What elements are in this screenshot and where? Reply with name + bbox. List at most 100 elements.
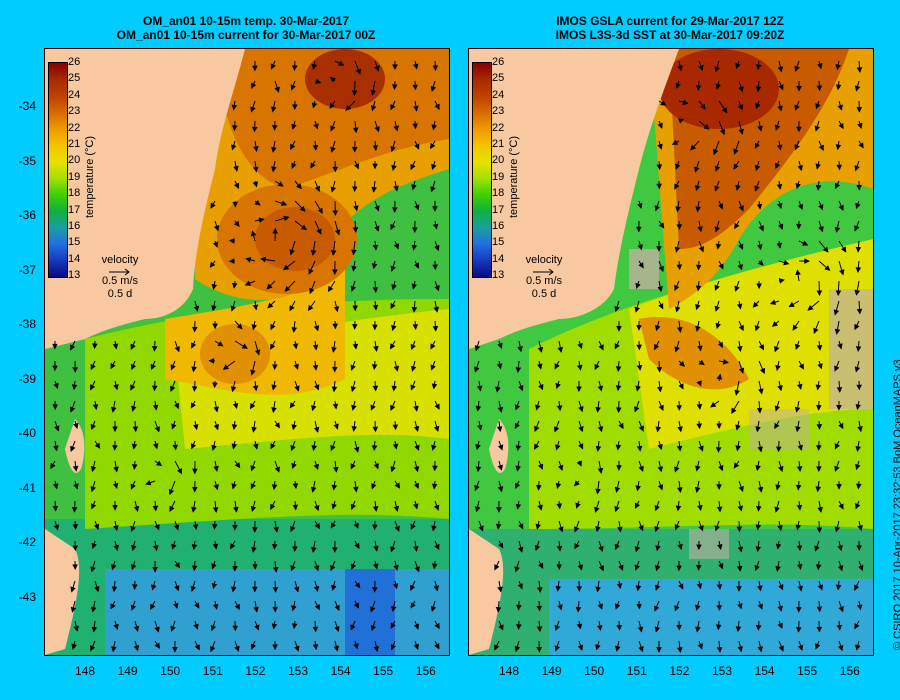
current-vector-head [636, 603, 642, 610]
current-vector-head [656, 246, 662, 252]
current-vector-head [817, 63, 823, 70]
current-vector-head [271, 484, 278, 491]
current-vector-head [154, 524, 160, 531]
current-vector-head [576, 586, 582, 592]
current-vector-head [432, 465, 438, 472]
current-vector-head [838, 204, 844, 212]
current-vector-head [494, 564, 500, 571]
current-vector-head [716, 373, 723, 380]
current-vector-head [716, 646, 723, 653]
current-vector-head [434, 622, 440, 630]
colorbar-tick-label: 14 [492, 252, 505, 265]
right-panel-title: IMOS GSLA current for 29-Mar-2017 12Z IM… [468, 14, 872, 42]
current-vector-head [794, 104, 800, 111]
current-vector-head [737, 346, 743, 353]
current-vector-head [432, 325, 439, 332]
current-vector-head [110, 603, 116, 610]
right-velocity-legend: velocity 0.5 m/s 0.5 d [514, 254, 574, 301]
current-vector-head [93, 523, 100, 531]
current-vector-head [815, 163, 821, 170]
current-vector-head [70, 606, 77, 613]
current-vector-head [597, 426, 604, 433]
current-vector-head [678, 118, 685, 124]
current-vector-head [273, 526, 279, 533]
current-vector-head [411, 283, 418, 290]
longitude-tick-label: 156 [839, 664, 860, 678]
current-vector-head [615, 366, 622, 373]
current-vector-head [413, 466, 420, 473]
colorbar-tick-label: 21 [492, 138, 505, 150]
colorbar-tick-label: 13 [492, 269, 505, 282]
current-vector-head [193, 623, 199, 630]
current-vector-head [72, 545, 79, 552]
current-vector-head [654, 626, 661, 633]
current-vector-head [252, 527, 258, 533]
current-vector-head [596, 625, 603, 632]
current-vector-head [573, 480, 580, 487]
colorbar-tick-label: 25 [492, 72, 505, 85]
current-vector-head [211, 444, 217, 451]
current-vector-head [858, 142, 864, 149]
current-vector-head [734, 285, 740, 292]
velocity-scale-arrow-icon [514, 267, 574, 276]
current-vector-head [217, 341, 224, 347]
current-vector-head [272, 587, 279, 593]
current-vector-head [300, 224, 307, 231]
colorbar-tick-label: 13 [68, 269, 81, 282]
current-vector-head [280, 200, 288, 206]
current-vector-head [434, 244, 440, 252]
current-vector-head [577, 342, 583, 350]
current-vector-head [758, 388, 764, 395]
current-vector-head [558, 526, 564, 533]
current-vector-head [494, 644, 500, 651]
current-vector-head [695, 285, 702, 292]
colorbar-tick-label: 22 [68, 121, 81, 134]
current-vector-head [232, 201, 238, 208]
current-vector-head [211, 283, 218, 290]
current-vector-head [410, 343, 416, 351]
current-vector-head [72, 564, 78, 571]
current-vector-head [294, 645, 300, 652]
longitude-tick-label: 148 [498, 664, 520, 678]
current-vector-head [332, 403, 339, 410]
current-vector-head [253, 606, 259, 613]
current-vector-head [52, 404, 58, 411]
current-vector-head [676, 224, 682, 230]
current-vector-head [313, 123, 319, 130]
current-vector-head [283, 215, 290, 222]
colorbar-tick-label: 23 [492, 105, 505, 118]
longitude-tick-label: 154 [754, 664, 775, 678]
current-vector-head [597, 385, 604, 392]
current-vector-head [213, 484, 219, 491]
current-vector-head [314, 185, 321, 192]
current-vector-head [131, 545, 137, 552]
current-vector-head [516, 604, 522, 611]
current-vector-head [714, 284, 720, 291]
current-vector-head [310, 249, 317, 256]
current-vector-head [211, 563, 217, 570]
current-vector-head [578, 425, 584, 433]
current-vector-head [716, 584, 723, 591]
current-vector-head [734, 222, 740, 230]
current-vector-head [855, 483, 862, 490]
current-vector-head [635, 485, 641, 492]
current-vector-head [434, 285, 440, 292]
current-vector-head [213, 225, 220, 232]
current-vector-head [333, 466, 339, 473]
current-vector-head [232, 625, 238, 632]
current-vector-head [231, 424, 238, 431]
current-vector-head [350, 463, 356, 470]
current-vector-head [517, 583, 523, 590]
current-vector-head [656, 647, 662, 653]
current-vector-head [334, 604, 340, 612]
current-vector-head [430, 186, 436, 193]
current-vector-head [391, 385, 398, 392]
current-vector-head [775, 565, 781, 572]
colorbar-tick-label: 26 [68, 56, 81, 68]
current-vector-head [410, 384, 416, 391]
current-vector-head [90, 503, 97, 510]
current-vector-head [430, 343, 436, 350]
current-vector-head [291, 623, 298, 630]
current-vector-head [836, 387, 843, 393]
current-vector-head [617, 526, 623, 533]
